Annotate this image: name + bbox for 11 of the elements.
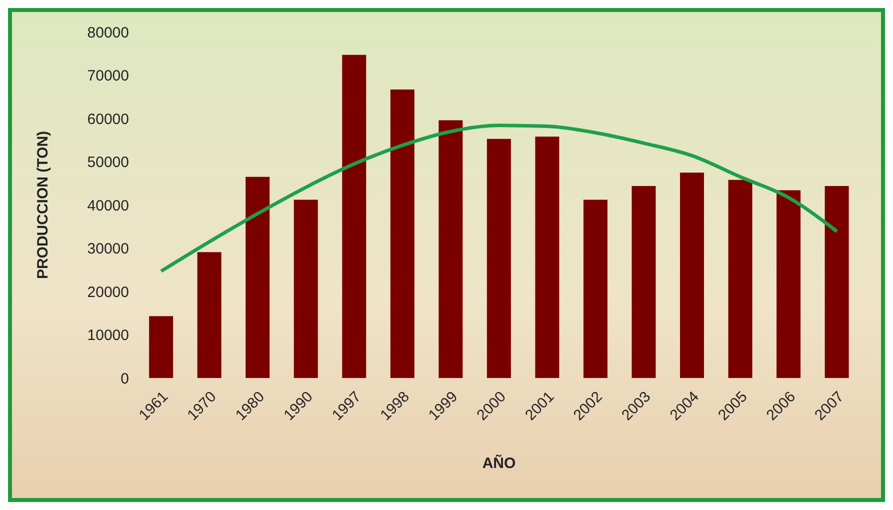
y-tick-label: 50000: [87, 154, 129, 172]
y-tick-label: 10000: [87, 327, 129, 344]
y-tick-label: 40000: [87, 197, 129, 214]
y-tick-label: 70000: [87, 68, 129, 85]
y-tick-label: 30000: [87, 240, 129, 258]
y-axis-title: PRODUCCION (TON): [34, 130, 52, 280]
x-axis-title: AÑO: [482, 454, 516, 472]
y-tick-label: 60000: [87, 110, 129, 128]
y-tick-label: 80000: [87, 24, 129, 42]
y-tick-label: 0: [120, 370, 129, 388]
y-tick-label: 20000: [87, 284, 129, 301]
